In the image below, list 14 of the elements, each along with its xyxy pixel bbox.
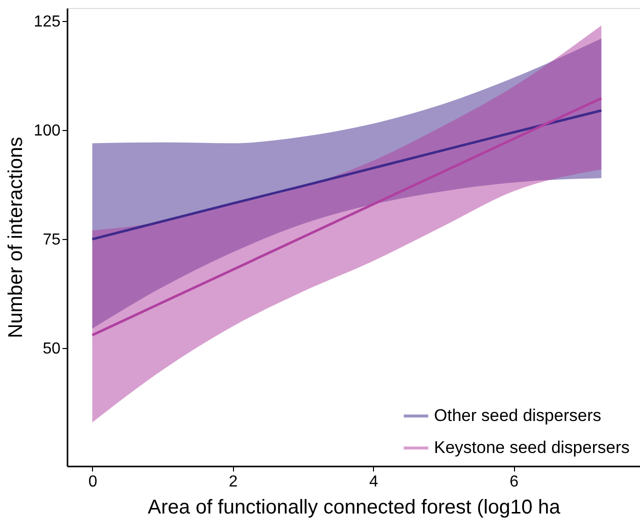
x-tick-label: 2: [228, 474, 238, 490]
y-tick-label: 50: [42, 340, 61, 358]
y-tick-label: 125: [34, 14, 61, 31]
legend-label: Keystone seed dispersers: [434, 438, 630, 457]
line-series: [91, 97, 603, 336]
y-tick-label: 75: [42, 232, 61, 249]
y-tick-label: 100: [34, 122, 61, 140]
x-axis-title: Area of functionally connected forest (log10 ha: [148, 496, 562, 518]
x-tick-label: 6: [510, 474, 519, 490]
x-tick-label: 4: [369, 474, 378, 490]
legend-label: Other seed dispersers: [434, 406, 602, 425]
x-tick-label: 0: [88, 474, 98, 490]
line-series: [91, 109, 603, 240]
y-axis-title: Number of interactions: [4, 136, 27, 338]
